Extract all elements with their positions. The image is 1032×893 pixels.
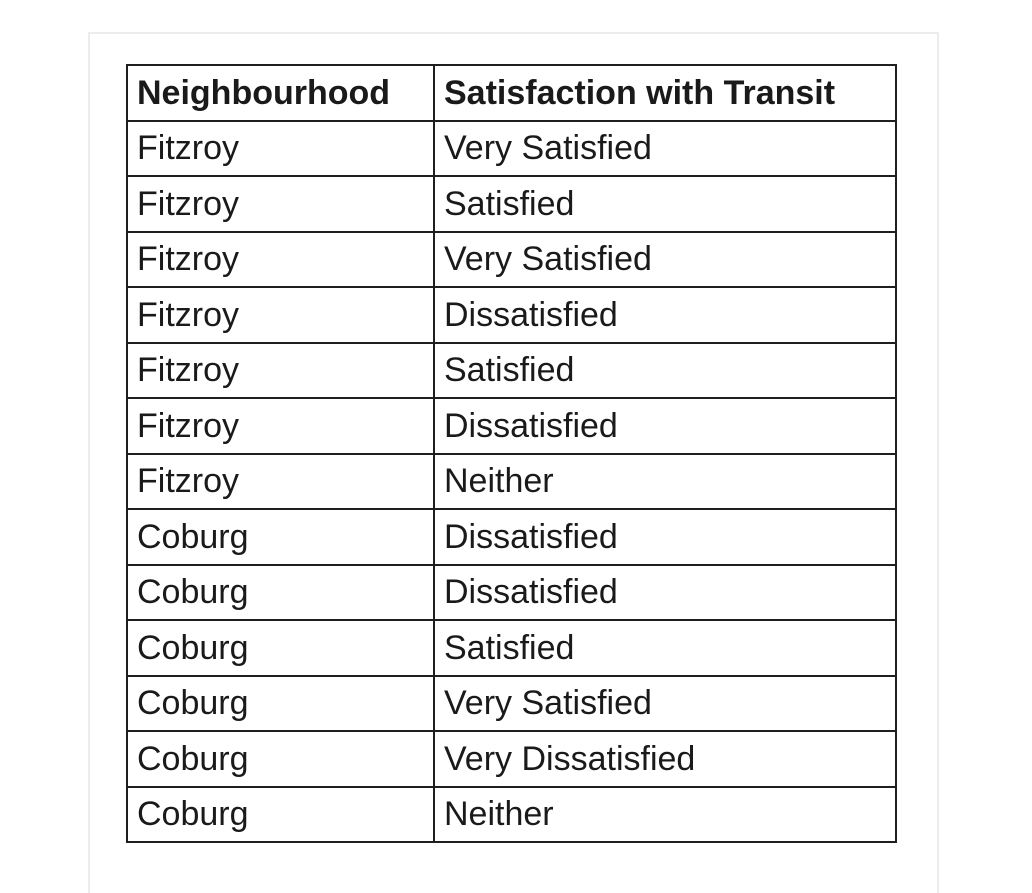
neighbourhood-cell: Fitzroy (126, 286, 435, 344)
satisfaction-cell: Dissatisfied (433, 397, 897, 455)
satisfaction-cell: Satisfied (433, 619, 897, 677)
satisfaction-cell: Satisfied (433, 175, 897, 233)
satisfaction-cell: Very Satisfied (433, 674, 897, 732)
satisfaction-cell: Dissatisfied (433, 508, 897, 566)
table-row: Fitzroy Satisfied (126, 341, 897, 399)
satisfaction-cell: Very Satisfied (433, 230, 897, 288)
column-header-satisfaction: Satisfaction with Transit (433, 64, 897, 122)
table-row: Coburg Very Dissatisfied (126, 730, 897, 788)
table-row: Coburg Neither (126, 785, 897, 843)
satisfaction-cell: Very Satisfied (433, 119, 897, 177)
table-row: Coburg Dissatisfied (126, 508, 897, 566)
content-card: Neighbourhood Satisfaction with Transit … (88, 32, 939, 893)
table-row: Coburg Dissatisfied (126, 563, 897, 621)
neighbourhood-cell: Coburg (126, 674, 435, 732)
table-header: Neighbourhood Satisfaction with Transit (126, 64, 897, 122)
neighbourhood-cell: Coburg (126, 730, 435, 788)
table-row: Fitzroy Satisfied (126, 175, 897, 233)
neighbourhood-cell: Fitzroy (126, 452, 435, 510)
satisfaction-cell: Neither (433, 785, 897, 843)
column-header-neighbourhood: Neighbourhood (126, 64, 435, 122)
satisfaction-cell: Very Dissatisfied (433, 730, 897, 788)
neighbourhood-cell: Fitzroy (126, 175, 435, 233)
neighbourhood-cell: Coburg (126, 508, 435, 566)
table-row: Coburg Very Satisfied (126, 674, 897, 732)
table-row: Fitzroy Dissatisfied (126, 397, 897, 455)
table-row: Coburg Satisfied (126, 619, 897, 677)
table-row: Fitzroy Very Satisfied (126, 230, 897, 288)
neighbourhood-cell: Coburg (126, 785, 435, 843)
neighbourhood-cell: Fitzroy (126, 341, 435, 399)
satisfaction-cell: Satisfied (433, 341, 897, 399)
table-row: Fitzroy Dissatisfied (126, 286, 897, 344)
satisfaction-cell: Dissatisfied (433, 563, 897, 621)
neighbourhood-cell: Fitzroy (126, 397, 435, 455)
table-row: Fitzroy Very Satisfied (126, 119, 897, 177)
neighbourhood-cell: Fitzroy (126, 230, 435, 288)
satisfaction-cell: Neither (433, 452, 897, 510)
table-body: Fitzroy Very Satisfied Fitzroy Satisfied… (126, 119, 897, 843)
neighbourhood-cell: Coburg (126, 619, 435, 677)
transit-satisfaction-table: Neighbourhood Satisfaction with Transit … (126, 64, 897, 843)
neighbourhood-cell: Coburg (126, 563, 435, 621)
satisfaction-cell: Dissatisfied (433, 286, 897, 344)
neighbourhood-cell: Fitzroy (126, 119, 435, 177)
table-row: Fitzroy Neither (126, 452, 897, 510)
header-row: Neighbourhood Satisfaction with Transit (126, 64, 897, 122)
